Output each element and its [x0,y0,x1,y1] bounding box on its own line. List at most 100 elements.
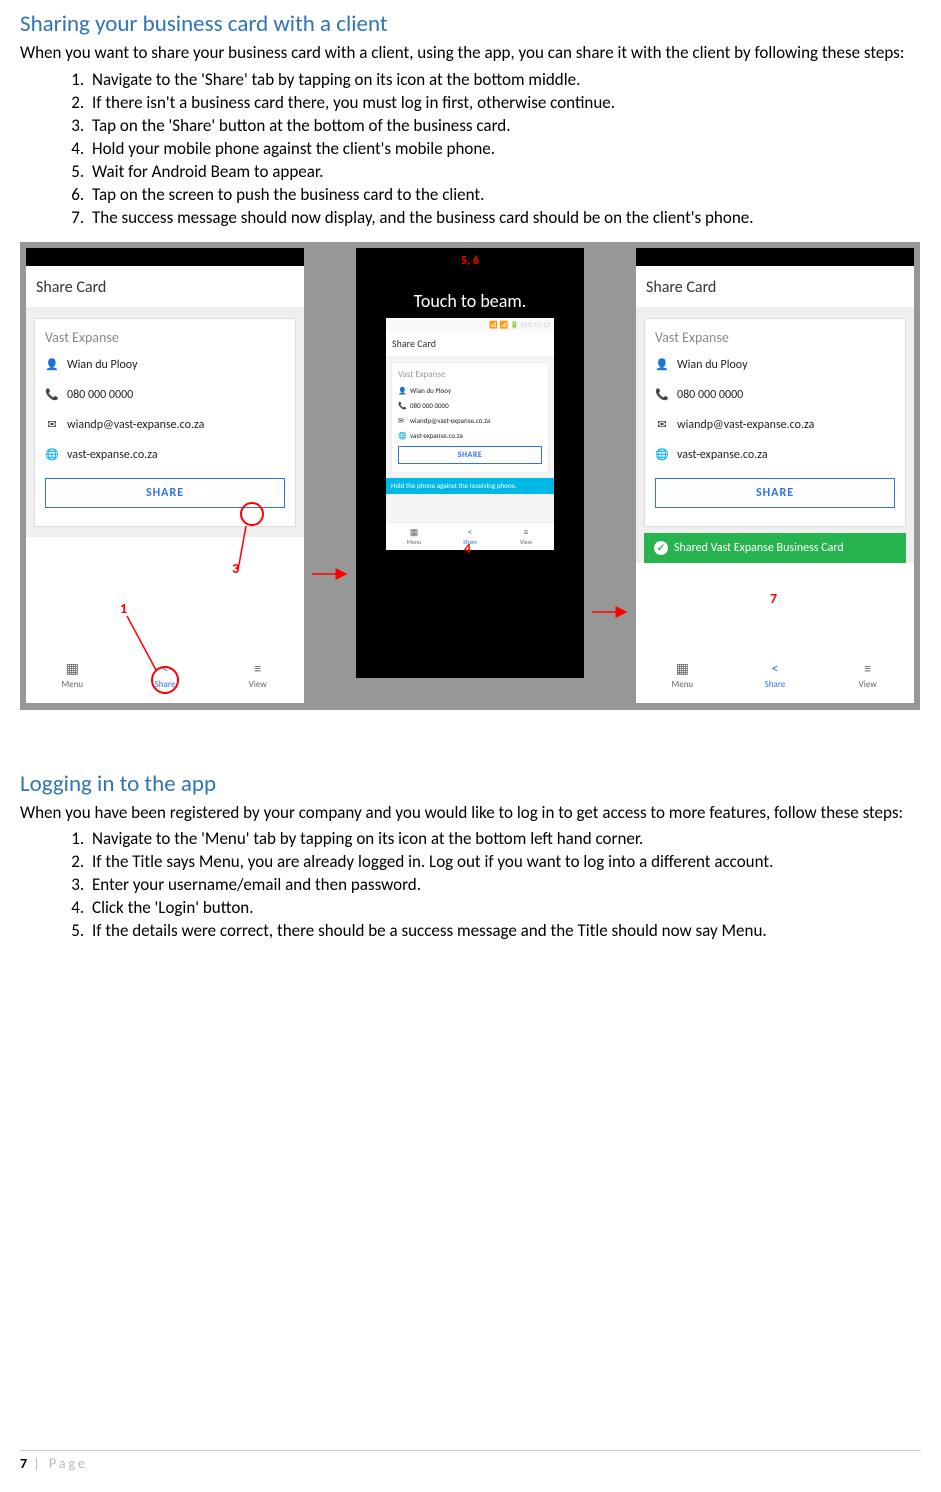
panel-title: Share Card [636,266,914,308]
anno-7: 7 [770,590,777,607]
mini-nav-view[interactable]: ≡View [498,523,554,550]
card-row-name: 👤Wian du Plooy [655,358,895,372]
status-bar [26,248,304,266]
share-button[interactable]: SHARE [45,478,285,508]
mini-status-bar: 📶 📶 🔋 56% 15:13 [386,318,554,331]
panel-title: Share Card [26,266,304,308]
step-item: Hold your mobile phone against the clien… [88,138,921,161]
card-row-phone: 📞 080 000 0000 [655,388,895,402]
phone-icon: 📞 [45,388,59,401]
mini-panel-title: Share Card [386,331,554,357]
business-card: Vast Expanse 👤 Wian du Plooy 📞080 000 000… [34,318,296,527]
card-email: wiandp@vast-expanse.co.za [677,418,814,432]
share-icon: < [442,527,498,538]
person-icon: 👤 [398,386,406,395]
nav-label: Share [155,679,176,690]
figure-screenshots: Share Card Vast Expanse 👤 Wian du Plooy 📞… [20,242,920,710]
mini-nav-menu[interactable]: ▦Menu [386,523,442,550]
grid-icon: ▦ [386,527,442,538]
mail-icon: ✉ [398,416,406,425]
anno-3: 3 [232,560,239,577]
step-item: The success message should now display, … [88,207,921,230]
page-sep: | [27,1455,49,1472]
step-item: Navigate to the 'Menu' tab by tapping on… [88,828,921,851]
mini-web: vast-expanse.co.za [410,431,463,440]
business-card: Vast Expanse 👤Wian du Plooy 📞 080 000 000… [644,318,906,527]
mini-business-card: Vast Expanse 👤Wian du Plooy 📞080 000 000… [391,362,549,473]
card-web: vast-expanse.co.za [67,448,158,462]
nav-menu[interactable]: ▦ Menu [26,653,119,697]
intro-1: When you want to share your business car… [20,42,921,65]
card-company: Vast Expanse [45,329,285,346]
mini-company: Vast Expanse [398,369,542,380]
step-item: Click the 'Login' button. [88,897,921,920]
card-row-name: 👤 Wian du Plooy [45,358,285,372]
step-item: Tap on the 'Share' button at the bottom … [88,115,921,138]
nav-menu[interactable]: ▦ Menu [636,653,729,697]
steps-list-2: Navigate to the 'Menu' tab by tapping on… [20,828,921,943]
share-icon: < [162,660,169,677]
mini-phone-num: 080 000 0000 [410,401,449,410]
status-bar [636,248,914,266]
step-item: Enter your username/email and then passw… [88,874,921,897]
mail-icon: ✉ [655,418,669,431]
nav-label: Menu [62,679,84,690]
globe-icon: 🌐 [655,448,669,461]
mail-icon: ✉ [45,418,59,431]
success-text: Shared Vast Expanse Business Card [674,541,844,555]
mini-row-web: 🌐vast-expanse.co.za [398,431,542,440]
step-item: If there isn't a business card there, yo… [88,92,921,115]
phone-icon: 📞 [655,388,669,401]
mini-row-name: 👤 Wian du Plooy [398,386,542,395]
mini-nav-label: View [520,538,532,546]
intro-2: When you have been registered by your co… [20,802,921,825]
mini-nav-label: Menu [407,538,421,546]
card-email: wiandp@vast-expanse.co.za [67,418,204,432]
step-item: If the Title says Menu, you are already … [88,851,921,874]
nav-view[interactable]: ≡View [821,653,914,697]
page-word: Page [49,1455,88,1472]
nav-share[interactable]: <Share [729,653,822,697]
person-icon: 👤 [45,358,59,371]
card-row-web: 🌐 vast-expanse.co.za [655,448,895,462]
card-web: vast-expanse.co.za [677,448,768,462]
share-icon: < [772,660,779,677]
card-row-email: ✉ wiandp@vast-expanse.co.za [655,418,895,432]
step-item: Tap on the screen to push the business c… [88,184,921,207]
share-button[interactable]: SHARE [655,478,895,508]
grid-icon: ▦ [66,660,79,677]
mini-name: Wian du Plooy [410,386,451,395]
bottom-nav: ▦ Menu <Share ≡View [636,653,914,697]
mini-email: wiandp@vast-expanse.co.za [410,416,490,425]
bottom-nav: ▦ Menu < Share ≡View [26,653,304,697]
card-row-phone: 📞080 000 0000 [45,388,285,402]
phone-1: Share Card Vast Expanse 👤 Wian du Plooy 📞… [26,248,304,703]
nav-view[interactable]: ≡View [211,653,304,697]
list-icon: ≡ [498,527,554,538]
card-name: Wian du Plooy [67,358,138,372]
grid-icon: ▦ [676,660,689,677]
anno-56: 5, 6 [356,254,584,268]
card-row-web: 🌐 vast-expanse.co.za [45,448,285,462]
card-name: Wian du Plooy [677,358,748,372]
list-icon: ≡ [864,660,871,677]
nav-label: View [249,679,267,690]
phone-3: Share Card Vast Expanse 👤Wian du Plooy 📞… [636,248,914,703]
heading-1: Sharing your business card with a client [20,10,921,38]
step-item: If the details were correct, there shoul… [88,920,921,943]
steps-list-1: Navigate to the 'Share' tab by tapping o… [20,69,921,230]
step-item: Wait for Android Beam to appear. [88,161,921,184]
hold-toast: Hold the phone against the receiving pho… [386,478,554,494]
mini-share-button[interactable]: SHARE [398,446,542,464]
globe-icon: 🌐 [45,448,59,461]
step-item: Navigate to the 'Share' tab by tapping o… [88,69,921,92]
anno-1: 1 [120,600,127,617]
card-phone: 080 000 0000 [677,388,743,402]
card-area: Vast Expanse 👤Wian du Plooy 📞 080 000 000… [636,308,914,563]
phone-2: 5, 6 Touch to beam. 📶 📶 🔋 56% 15:13 Shar… [356,248,584,678]
nav-label: Menu [672,679,694,690]
nav-share[interactable]: < Share [119,653,212,697]
card-company: Vast Expanse [655,329,895,346]
anno-4: 4 [464,540,471,557]
check-icon: ✓ [654,541,668,555]
